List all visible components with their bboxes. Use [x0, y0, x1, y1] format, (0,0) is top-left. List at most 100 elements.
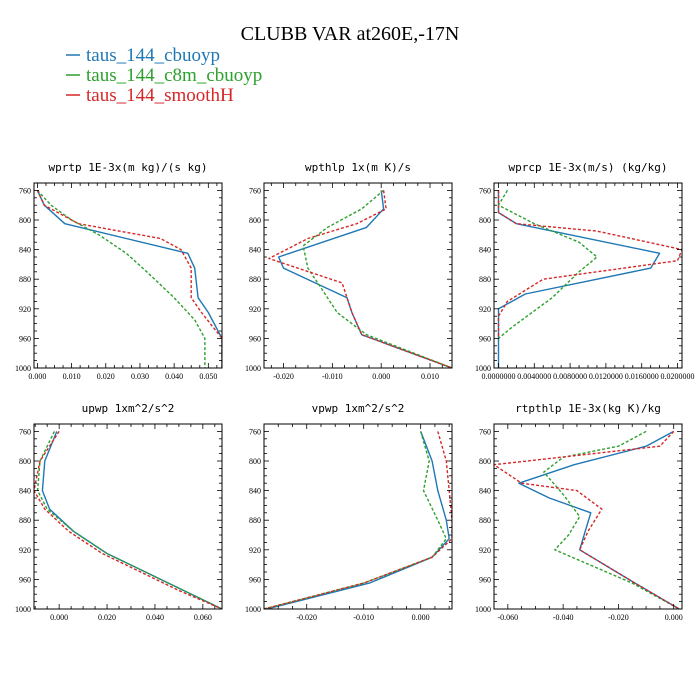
x-tick-label: 0.000: [28, 372, 46, 381]
series-group: [494, 430, 680, 609]
y-tick-label: 960: [19, 575, 31, 584]
x-tick-label: 0.060: [194, 613, 212, 622]
legend-entry: taus_144_cbuoyp: [66, 45, 220, 66]
plot-frame: [263, 182, 453, 369]
y-tick-label: 840: [249, 246, 261, 255]
x-tick-label: 0.0040000: [517, 372, 551, 381]
panel-title: wprcp 1E-3x(m/s) (kg/kg): [509, 161, 668, 174]
y-tick-label: 880: [249, 275, 261, 284]
y-tick-label: 920: [479, 546, 491, 555]
x-tick-label: 0.050: [199, 372, 217, 381]
y-tick-label: 960: [479, 575, 491, 584]
x-tick-label: -0.020: [608, 613, 629, 622]
y-tick-label: 760: [249, 427, 261, 436]
x-tick-label: 0.040: [165, 372, 183, 381]
y-tick-label: 1000: [475, 364, 491, 373]
chart-panel: upwp 1xm^2/s^2 760 800 840 880 920 960 1000 0.00…: [15, 402, 223, 622]
y-tick-label: 800: [479, 457, 491, 466]
plot-frame: [493, 182, 683, 369]
series-line: [543, 430, 680, 609]
y-tick-label: 920: [249, 305, 261, 314]
y-tick-label: 920: [19, 546, 31, 555]
x-tick-label: 0.020: [97, 372, 115, 381]
series-line: [268, 190, 452, 368]
x-tick-label: 0.0000000: [481, 372, 515, 381]
series-line: [36, 190, 222, 368]
y-tick-label: 840: [479, 487, 491, 496]
y-tick-label: 920: [19, 305, 31, 314]
y-tick-label: 1000: [245, 605, 261, 614]
y-tick-label: 880: [19, 275, 31, 284]
y-tick-label: 960: [249, 575, 261, 584]
legend: taus_144_cbuoyptaus_144_c8m_cbuoyptaus_1…: [66, 45, 262, 106]
series-group: [264, 431, 452, 609]
series-line: [36, 189, 206, 368]
y-tick-label: 760: [249, 186, 261, 195]
y-tick-label: 920: [249, 546, 261, 555]
series-line: [494, 430, 680, 609]
series-line: [302, 189, 452, 368]
y-tick-label: 800: [19, 216, 31, 225]
y-tick-label: 960: [249, 334, 261, 343]
series-line: [497, 190, 682, 339]
series-line: [518, 430, 680, 609]
y-tick-label: 760: [479, 427, 491, 436]
y-tick-label: 760: [19, 427, 31, 436]
chart-panel: wprcp 1E-3x(m/s) (kg/kg) 760 800 840 880 920 9…: [475, 161, 695, 381]
x-tick-label: 0.000: [665, 613, 683, 622]
y-tick-label: 840: [19, 246, 31, 255]
x-tick-label: 0.020: [98, 613, 116, 622]
x-tick-label: -0.040: [553, 613, 574, 622]
x-tick-label: -0.060: [497, 613, 518, 622]
panel-title: wpthlp 1x(m K)/s: [305, 161, 411, 174]
series-group: [34, 431, 222, 609]
chart-panel: wprtp 1E-3x(m kg)/(s kg) 760 800 840 880 920 9…: [15, 161, 223, 381]
series-group: [497, 190, 682, 368]
y-tick-label: 840: [249, 487, 261, 496]
series-line: [41, 431, 222, 609]
chart-panel: vpwp 1xm^2/s^2 760 800 840 880 920 960 1000 -0.0…: [245, 402, 453, 622]
figure-title: CLUBB VAR at260E,-17N: [241, 23, 460, 45]
chart-panel: wpthlp 1x(m K)/s 760 800 840 880 920 960 1000 -0…: [245, 161, 453, 381]
plot-frame: [493, 423, 683, 610]
x-tick-label: -0.020: [273, 372, 294, 381]
series-line: [497, 190, 598, 339]
panel-title: vpwp 1xm^2/s^2: [312, 402, 405, 415]
plot-frame: [263, 423, 453, 610]
x-tick-label: -0.020: [296, 613, 317, 622]
series-line: [266, 431, 450, 609]
x-tick-label: 0.0120000: [589, 372, 623, 381]
y-tick-label: 800: [249, 216, 261, 225]
y-tick-label: 840: [479, 246, 491, 255]
y-tick-label: 960: [19, 334, 31, 343]
plot-frame: [33, 423, 223, 610]
y-tick-label: 880: [19, 516, 31, 525]
x-tick-label: 0.0160000: [625, 372, 659, 381]
series-line: [36, 190, 222, 368]
panel-title: rtpthlp 1E-3x(kg K)/kg: [515, 402, 661, 415]
y-tick-label: 880: [479, 516, 491, 525]
y-tick-label: 1000: [15, 605, 31, 614]
panel-title: wprtp 1E-3x(m kg)/(s kg): [49, 161, 208, 174]
legend-label: taus_144_smoothH: [86, 85, 234, 106]
y-tick-label: 960: [479, 334, 491, 343]
series-group: [36, 189, 222, 368]
y-tick-label: 760: [479, 186, 491, 195]
series-line: [36, 431, 222, 609]
legend-entry: taus_144_c8m_cbuoyp: [66, 65, 262, 86]
y-tick-label: 800: [479, 216, 491, 225]
y-tick-label: 840: [19, 487, 31, 496]
panel-title: upwp 1xm^2/s^2: [82, 402, 175, 415]
x-tick-label: 0.030: [131, 372, 149, 381]
x-tick-label: 0.000: [372, 372, 390, 381]
y-tick-label: 880: [249, 516, 261, 525]
series-line: [264, 431, 447, 609]
series-group: [268, 189, 452, 368]
x-tick-label: 0.040: [146, 613, 164, 622]
plot-frame: [33, 182, 223, 369]
y-tick-label: 880: [479, 275, 491, 284]
legend-label: taus_144_cbuoyp: [86, 45, 220, 66]
x-tick-label: 0.000: [50, 613, 68, 622]
series-line: [497, 190, 661, 368]
